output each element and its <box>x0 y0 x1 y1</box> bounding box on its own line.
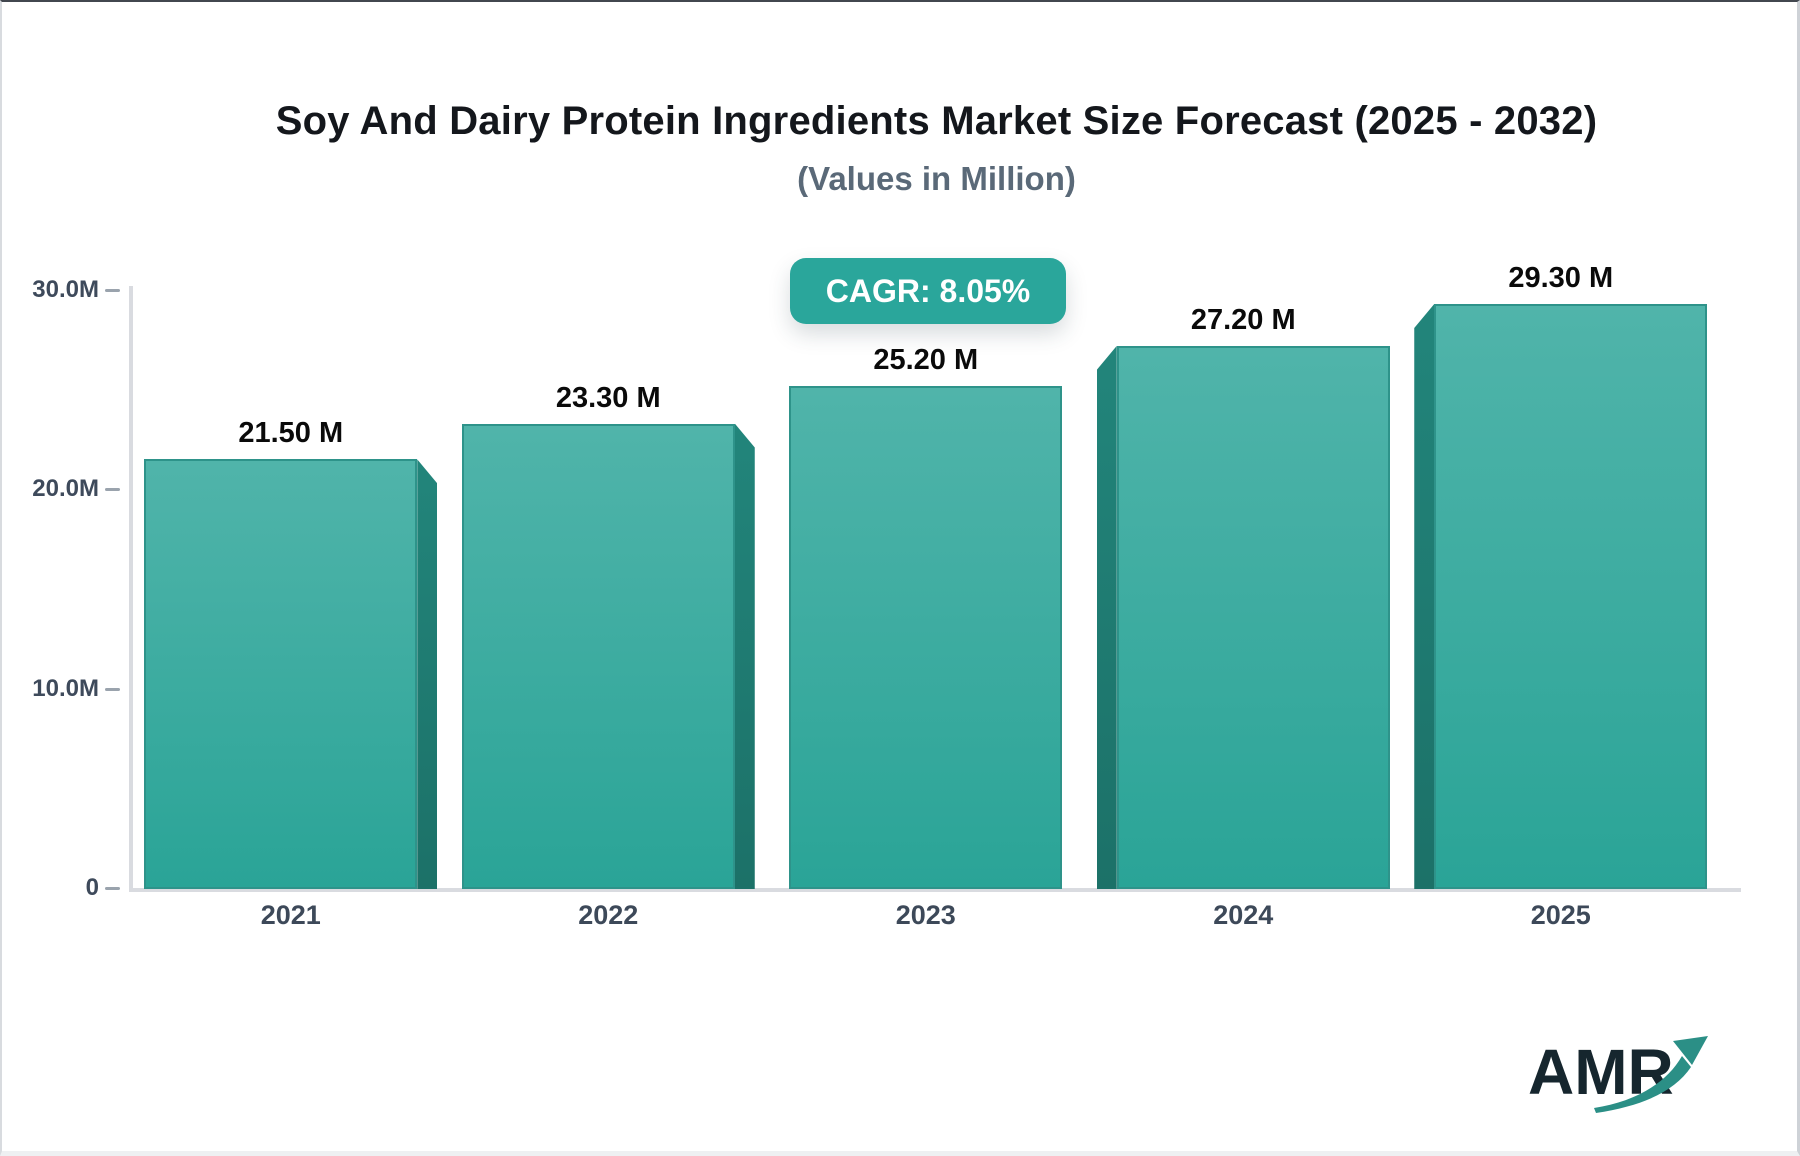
chart-title: Soy And Dairy Protein Ingredients Market… <box>275 99 1598 143</box>
bar-value-label: 23.30 M <box>555 381 661 414</box>
bar-value-label: 27.20 M <box>1190 303 1296 336</box>
y-tick-dash <box>105 887 120 890</box>
bar-value-label: 21.50 M <box>238 417 344 450</box>
y-tick-label: 20.0M <box>32 475 99 503</box>
x-axis-line <box>129 888 1741 892</box>
x-tick-label: 2021 <box>260 900 321 930</box>
y-tick-label: 10.0M <box>32 674 99 702</box>
amr-logo-arrow-icon <box>1594 1056 1691 1113</box>
y-tick-dash <box>105 289 120 292</box>
y-axis-line <box>129 286 133 892</box>
bar-value-label: 29.30 M <box>1508 261 1614 294</box>
bar-side-face <box>417 459 438 889</box>
amr-logo-arrowhead-icon <box>1673 1036 1708 1065</box>
bar-side-face <box>734 423 755 889</box>
bar-side-face <box>1414 303 1435 889</box>
y-tick-dash <box>105 488 120 492</box>
cagr-badge: CAGR: 8.05% <box>790 258 1066 324</box>
bar-2024[interactable] <box>1116 345 1390 889</box>
amr-logo: AMR <box>1528 1036 1708 1113</box>
x-tick-label: 2023 <box>895 900 956 930</box>
x-tick-label: 2025 <box>1530 900 1591 930</box>
y-tick-label: 0 <box>85 874 99 901</box>
x-tick-label: 2024 <box>1213 900 1274 930</box>
bar-side-face <box>1096 345 1117 889</box>
bar-2025[interactable] <box>1434 303 1708 889</box>
bar-2022[interactable] <box>461 423 735 889</box>
x-tick-label: 2022 <box>578 900 639 930</box>
y-tick-label: 30.0M <box>32 276 99 303</box>
y-tick-dash <box>105 687 120 691</box>
bar-2021[interactable] <box>144 459 418 889</box>
bar-2023[interactable] <box>789 385 1063 889</box>
chart-subtitle: (Values in Million) <box>797 160 1076 197</box>
bar-value-label: 25.20 M <box>873 343 979 376</box>
